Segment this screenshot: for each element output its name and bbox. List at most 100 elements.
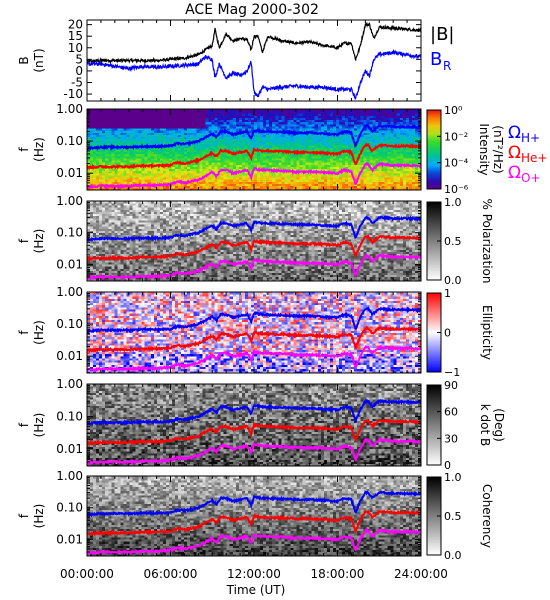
spectrogram-cell [244, 181, 249, 184]
spectrogram-cell [372, 175, 376, 178]
spectrogram-cell [147, 140, 152, 144]
spectrogram-cell [402, 134, 407, 138]
spectrogram-cell [348, 113, 352, 116]
spectrogram-cell [232, 109, 237, 112]
spectrogram-cell [269, 117, 273, 121]
spectrogram-cell [287, 147, 291, 150]
spectrogram-cell [363, 147, 367, 150]
spectrogram-cell [351, 162, 355, 165]
spectrogram-cell [178, 175, 182, 178]
spectrogram-cell [254, 160, 258, 163]
spectrogram-cell [296, 138, 300, 142]
spectrogram-cell [257, 143, 261, 146]
spectrogram-cell [238, 166, 243, 170]
spectrogram-cell [202, 153, 206, 157]
spectrogram-cell [168, 170, 173, 174]
spectrogram-cell [390, 179, 395, 182]
spectrogram-cell [357, 185, 361, 189]
spectrogram-cell [111, 121, 115, 125]
spectrogram-cell [135, 140, 140, 144]
spectrogram-cell [302, 172, 307, 176]
spectrogram-cell [108, 172, 112, 176]
spectrogram-cell [384, 121, 388, 125]
spectrogram-cell [120, 113, 124, 116]
spectrogram-cell [153, 140, 158, 144]
spectrogram-cell [305, 185, 310, 189]
spectrogram-cell [342, 134, 346, 138]
spectrogram-cell [375, 121, 379, 125]
spectrogram-cell [254, 187, 258, 191]
spectrogram-cell [223, 187, 228, 191]
spectrogram-cell [147, 136, 152, 140]
spectrogram-cell [184, 177, 188, 180]
spectrogram-cell [208, 111, 212, 114]
spectrogram-cell [96, 126, 100, 129]
spectrogram-cell [378, 130, 382, 133]
spectrogram-cell [323, 113, 328, 116]
spectrogram-cell [263, 155, 267, 159]
spectrogram-cell [178, 187, 182, 191]
spectrogram-cell [293, 134, 297, 138]
spectrogram-cell [311, 113, 316, 116]
spectrogram-cell [111, 117, 115, 121]
spectrogram-cell [126, 153, 130, 157]
spectrogram-cell [326, 143, 331, 146]
spectrogram-cell [308, 168, 313, 172]
spectrogram-cell [263, 183, 267, 187]
spectrogram-cell [244, 172, 249, 176]
spectrogram-cell [360, 117, 364, 121]
spectrogram-cell [299, 121, 303, 125]
spectrogram-cell [390, 134, 395, 138]
spectrogram-cell [129, 128, 133, 131]
spectrogram-cell [144, 179, 149, 182]
spectrogram-cell [214, 181, 218, 184]
spectrogram-cell [320, 153, 325, 157]
spectrogram-cell [247, 185, 252, 189]
spectrogram-cell [123, 151, 127, 155]
spectrogram-cell [393, 187, 398, 191]
spectrogram-cell [199, 172, 203, 176]
spectrogram-cell [196, 128, 200, 131]
spectrogram-cell [238, 147, 243, 150]
spectrogram-cell [266, 140, 270, 144]
spectrogram-cell [220, 136, 225, 140]
spectrogram-cell [238, 177, 243, 180]
spectrogram-cell [320, 158, 325, 161]
spectrogram-cell [332, 138, 337, 142]
spectrogram-cell [272, 179, 276, 182]
spectrogram-cell [111, 179, 115, 182]
spectrogram-cell [339, 119, 343, 123]
spectrogram-cell [144, 121, 149, 125]
spectrogram-cell [123, 136, 127, 140]
spectrogram-cell [175, 109, 179, 112]
spectrogram-cell [402, 160, 407, 163]
spectrogram-cell [165, 181, 170, 184]
spectrogram-cell [348, 147, 352, 150]
spectrogram-cell [120, 149, 124, 153]
spectrogram-cell [269, 181, 273, 184]
spectrogram-cell [290, 153, 294, 157]
spectrogram-cell [354, 132, 358, 135]
spectrogram-cell [302, 143, 307, 146]
spectrogram-cell [126, 179, 130, 182]
spectrogram-cell [159, 138, 164, 142]
spectrogram-cell [393, 160, 398, 163]
spectrogram-cell [217, 155, 221, 159]
spectrogram-cell [165, 109, 170, 112]
spectrogram-cell [263, 151, 267, 155]
spectrogram-cell [168, 134, 173, 138]
spectrogram-cell [190, 170, 194, 174]
spectrogram-cell [120, 172, 124, 176]
spectrogram-cell [202, 170, 206, 174]
spectrogram-cell [232, 187, 237, 191]
spectrogram-cell [244, 111, 249, 114]
spectrogram-cell [156, 109, 161, 112]
spectrogram-cell [165, 130, 170, 133]
spectrogram-cell [229, 128, 234, 131]
spectrogram-cell [281, 121, 285, 125]
spectrogram-cell [178, 138, 182, 142]
spectrogram-cell [208, 158, 212, 161]
spectrogram-cell [147, 130, 152, 133]
spectrogram-cell [90, 134, 94, 138]
spectrogram-cell [402, 172, 407, 176]
